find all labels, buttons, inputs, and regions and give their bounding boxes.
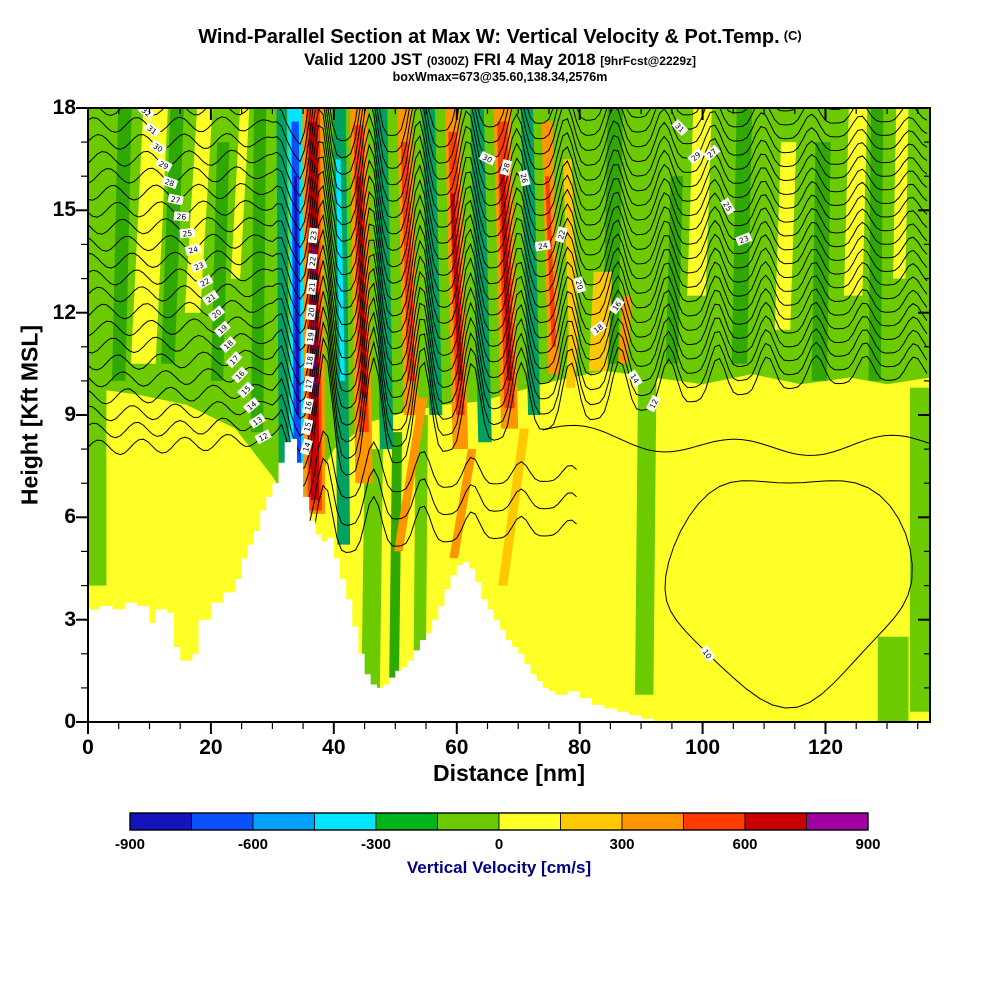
svg-text:18: 18 bbox=[305, 355, 315, 366]
svg-text:12: 12 bbox=[648, 397, 660, 410]
svg-text:17: 17 bbox=[304, 378, 315, 389]
colorbar-label: Vertical Velocity [cm/s] bbox=[406, 858, 592, 877]
svg-text:24: 24 bbox=[538, 241, 549, 251]
x-axis-label: Distance [nm] bbox=[432, 760, 586, 786]
plot-title: Wind-Parallel Section at Max W: Vertical… bbox=[0, 26, 1000, 50]
svg-text:26: 26 bbox=[176, 212, 186, 222]
colorbar bbox=[129, 812, 869, 831]
svg-text:14: 14 bbox=[628, 372, 641, 385]
valid-date: FRI 4 May 2018 bbox=[473, 49, 596, 69]
title-block: Wind-Parallel Section at Max W: Vertical… bbox=[0, 26, 1000, 84]
svg-text:27: 27 bbox=[170, 194, 181, 205]
svg-text:32: 32 bbox=[463, 63, 475, 76]
svg-text:23: 23 bbox=[309, 230, 319, 241]
valid-time-z: (0300Z) bbox=[426, 53, 469, 68]
svg-text:22: 22 bbox=[308, 256, 318, 267]
svg-text:25: 25 bbox=[721, 200, 734, 213]
svg-text:23: 23 bbox=[193, 260, 205, 272]
svg-text:29: 29 bbox=[157, 159, 170, 171]
svg-text:12: 12 bbox=[257, 431, 270, 444]
svg-text:28: 28 bbox=[164, 177, 176, 189]
major-ticks bbox=[76, 107, 930, 734]
plot-subtitle: Valid 1200 JST (0300Z) FRI 4 May 2018 [9… bbox=[0, 50, 1000, 70]
svg-text:22: 22 bbox=[199, 276, 212, 289]
plot-title-text: Wind-Parallel Section at Max W: Vertical… bbox=[198, 26, 780, 48]
svg-text:22: 22 bbox=[556, 229, 567, 241]
minor-ticks bbox=[81, 108, 930, 729]
svg-text:20: 20 bbox=[306, 307, 316, 318]
svg-text:23: 23 bbox=[738, 234, 750, 246]
svg-text:25: 25 bbox=[182, 229, 193, 239]
forecast-tag: [9hrFcst@2229z] bbox=[600, 53, 697, 68]
svg-text:24: 24 bbox=[188, 245, 200, 256]
y-axis-label: Height [Kft MSL] bbox=[16, 324, 43, 506]
svg-text:16: 16 bbox=[303, 400, 314, 411]
svg-text:14: 14 bbox=[301, 441, 312, 453]
svg-text:32: 32 bbox=[140, 106, 153, 119]
terrain-silhouette bbox=[88, 438, 930, 722]
svg-text:20: 20 bbox=[574, 279, 585, 291]
plot-title-units: (C) bbox=[783, 28, 802, 43]
svg-text:21: 21 bbox=[307, 282, 317, 293]
plot-annotation: boxWmax=673@35.60,138.34,2576m bbox=[392, 69, 608, 84]
svg-text:28: 28 bbox=[501, 162, 512, 174]
svg-text:19: 19 bbox=[305, 331, 315, 342]
svg-text:30: 30 bbox=[481, 153, 494, 165]
isentrope-labels: 1212131414141515161616171718181819192020… bbox=[137, 63, 753, 663]
svg-text:15: 15 bbox=[302, 421, 313, 433]
svg-text:26: 26 bbox=[518, 173, 529, 185]
svg-text:30: 30 bbox=[151, 141, 164, 154]
valid-time: Valid 1200 JST bbox=[303, 49, 423, 69]
